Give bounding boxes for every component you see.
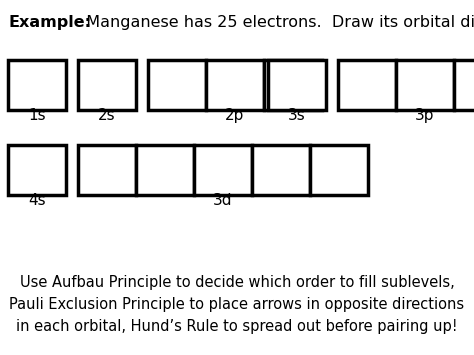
Text: 4s: 4s: [28, 193, 46, 208]
Text: 3d: 3d: [213, 193, 233, 208]
Text: 2s: 2s: [98, 108, 116, 123]
Bar: [268, 60, 326, 110]
Text: Use Aufbau Principle to decide which order to fill sublevels,
Pauli Exclusion Pr: Use Aufbau Principle to decide which ord…: [9, 275, 465, 334]
Bar: [8, 145, 66, 195]
Text: 1s: 1s: [28, 108, 46, 123]
Bar: [310, 145, 368, 195]
Bar: [136, 145, 194, 195]
Bar: [454, 60, 474, 110]
Text: 3p: 3p: [415, 108, 435, 123]
Bar: [252, 145, 310, 195]
Bar: [8, 60, 66, 110]
Bar: [148, 60, 206, 110]
Bar: [396, 60, 454, 110]
Bar: [338, 60, 396, 110]
Text: 2p: 2p: [225, 108, 245, 123]
Bar: [206, 60, 264, 110]
Bar: [78, 145, 136, 195]
Bar: [78, 60, 136, 110]
Bar: [264, 60, 322, 110]
Text: Manganese has 25 electrons.  Draw its orbital diagram.: Manganese has 25 electrons. Draw its orb…: [76, 15, 474, 30]
Bar: [194, 145, 252, 195]
Text: Example:: Example:: [8, 15, 91, 30]
Text: 3s: 3s: [288, 108, 306, 123]
